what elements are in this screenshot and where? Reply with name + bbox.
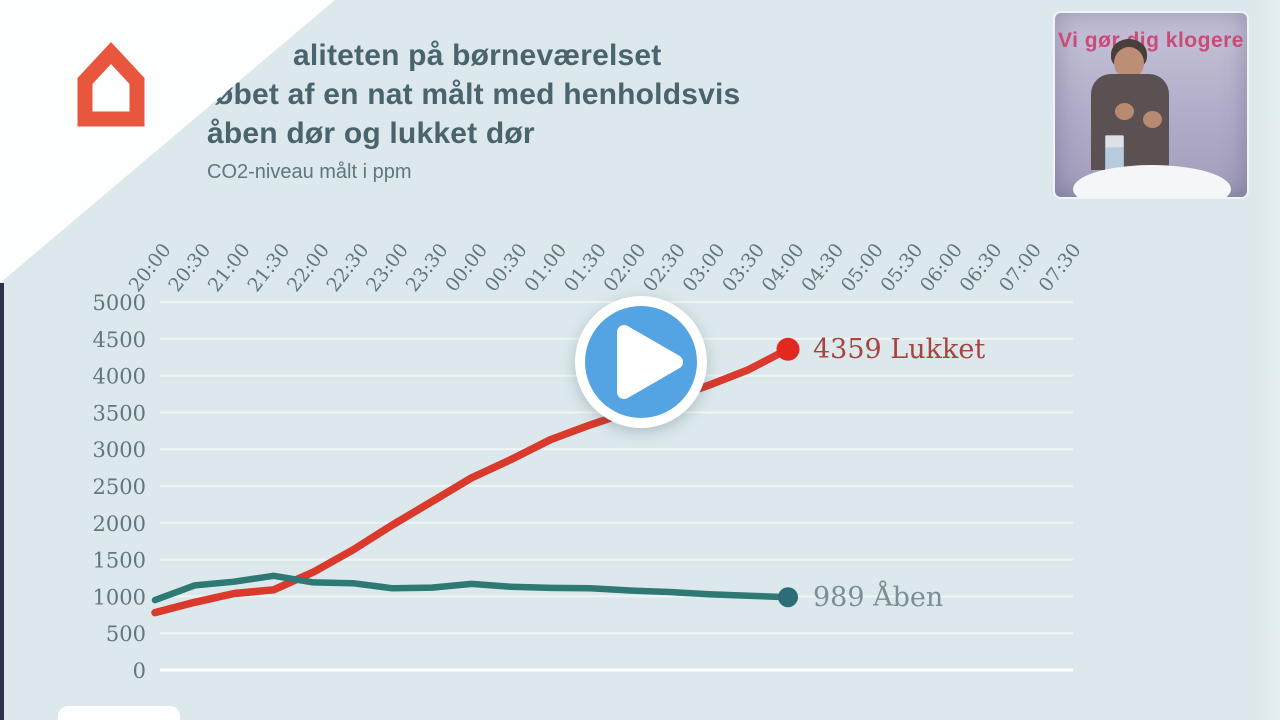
x-axis-tick-label: 03:30 <box>718 239 769 296</box>
series-end-label-lukket: 4359 Lukket <box>813 334 986 365</box>
y-axis-tick-label: 4000 <box>93 365 146 389</box>
x-axis-tick-label: 01:30 <box>560 239 611 296</box>
y-axis-tick-label: 500 <box>106 622 146 646</box>
person-hand <box>1143 111 1162 128</box>
inset-caption: Vi gør dig klogere <box>1058 29 1244 52</box>
x-axis-tick-label: 04:30 <box>797 239 848 296</box>
y-axis-tick-label: 1000 <box>93 585 146 609</box>
x-axis-tick-label: 00:00 <box>441 239 492 296</box>
x-axis-tick-label: 23:30 <box>402 239 453 296</box>
x-axis-tick-label: 07:00 <box>995 239 1046 296</box>
chart-subtitle: CO2-niveau målt i ppm <box>207 161 412 183</box>
series-line-aaben <box>151 572 792 604</box>
x-axis-tick-label: 23:00 <box>362 239 413 296</box>
sign-language-inset: Vi gør dig klogere <box>1055 13 1247 197</box>
play-icon <box>617 325 683 399</box>
y-axis-tick-label: 5000 <box>93 291 146 315</box>
chart-title-line1: aliteten på børneværelset <box>293 39 662 72</box>
y-axis-tick-label: 3500 <box>93 401 146 425</box>
round-table <box>1073 165 1231 197</box>
y-axis-tick-label: 1500 <box>93 549 146 573</box>
x-axis-tick-label: 06:30 <box>956 239 1007 296</box>
y-axis-tick-label: 0 <box>133 659 146 683</box>
x-axis-tick-label: 22:00 <box>283 239 334 296</box>
x-axis-tick-label: 20:00 <box>125 239 176 296</box>
x-axis-tick-label: 05:00 <box>837 239 888 296</box>
chart-title-line3: åben dør og lukket dør <box>207 117 535 150</box>
x-axis-tick-label: 21:00 <box>204 239 255 296</box>
house-outline <box>77 41 145 127</box>
x-axis-tick-label: 07:30 <box>1035 239 1086 296</box>
person-face <box>1114 47 1144 79</box>
chart-title-line2: øbet af en nat målt med henholdsvis <box>215 78 741 111</box>
x-axis-tick-label: 05:30 <box>876 239 927 296</box>
y-axis-tick-label: 4500 <box>93 328 146 352</box>
series-end-dot-aaben <box>778 587 798 608</box>
x-axis-tick-label: 02:30 <box>639 239 690 296</box>
bottom-graphic <box>58 706 180 720</box>
right-edge-fade <box>1256 0 1280 720</box>
y-axis-tick-label: 3000 <box>93 438 146 462</box>
x-axis-tick-label: 20:30 <box>164 239 215 296</box>
x-axis-tick-label: 22:30 <box>322 239 373 296</box>
left-edge-strip <box>0 283 4 720</box>
x-axis-tick-label: 21:30 <box>243 239 294 296</box>
y-axis-tick-label: 2500 <box>93 475 146 499</box>
x-axis-tick-label: 03:00 <box>679 239 730 296</box>
play-button[interactable] <box>571 292 711 432</box>
chart-header: aliteten på børneværelset øbet af en nat… <box>207 36 740 184</box>
x-axis-tick-label: 01:00 <box>520 239 571 296</box>
y-axis-tick-label: 2000 <box>93 512 146 536</box>
series-end-label-aaben: 989 Åben <box>813 582 944 613</box>
person-hand <box>1115 103 1134 120</box>
x-axis-tick-label: 04:00 <box>758 239 809 296</box>
x-axis-tick-label: 00:30 <box>481 239 532 296</box>
house-logo-icon <box>77 41 145 127</box>
series-end-dot-lukket <box>776 337 800 361</box>
x-axis-tick-label: 06:00 <box>916 239 967 296</box>
x-axis-tick-label: 02:00 <box>599 239 650 296</box>
